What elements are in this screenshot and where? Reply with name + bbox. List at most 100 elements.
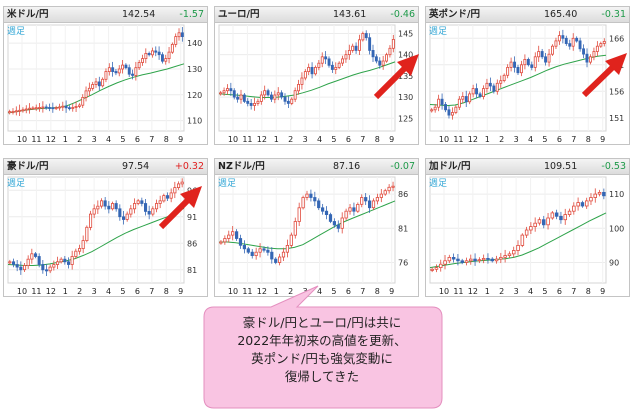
candle — [37, 256, 41, 265]
candle — [567, 210, 572, 216]
candle — [430, 109, 434, 112]
candle — [254, 251, 258, 256]
candle — [41, 264, 45, 271]
price-change: -0.46 — [390, 9, 415, 20]
candle — [580, 202, 585, 207]
candle — [232, 90, 236, 98]
x-tick-label: 11 — [242, 135, 252, 144]
candle — [127, 67, 131, 75]
x-tick-label: 12 — [468, 287, 478, 296]
candle — [8, 111, 12, 114]
x-tick-label: 5 — [542, 135, 547, 144]
y-tick-label: 96 — [187, 186, 197, 195]
pair-name: 豪ドル/円 — [7, 161, 49, 172]
last-price: 165.40 — [544, 9, 578, 20]
candle — [464, 96, 468, 103]
candle — [281, 251, 286, 258]
candle — [45, 269, 49, 272]
candle — [219, 92, 223, 95]
x-tick-label: 1 — [63, 135, 68, 144]
candle — [495, 82, 499, 92]
candle — [70, 256, 74, 265]
x-tick-label: 1 — [63, 287, 68, 296]
candle — [266, 90, 270, 96]
x-tick-label: 10 — [17, 287, 27, 296]
x-tick-label: 8 — [375, 135, 380, 144]
candle — [520, 234, 525, 246]
candle — [236, 96, 240, 100]
period-label: 週足 — [7, 27, 26, 37]
candle — [593, 193, 597, 198]
candle — [117, 68, 121, 74]
candle — [471, 88, 475, 95]
candle — [44, 106, 48, 109]
x-tick-label: 5 — [331, 287, 336, 296]
candle — [78, 104, 81, 107]
moving-average-line — [218, 61, 396, 98]
candle — [461, 96, 465, 100]
candle — [283, 96, 287, 102]
candle — [327, 58, 331, 66]
x-tick-label: 10 — [17, 135, 27, 144]
candle — [563, 214, 567, 221]
chart-panel-eurjpy: ユーロ/円 143.61 -0.46 125 130 135 140 145 10 11 12… — [214, 6, 419, 145]
candle — [430, 268, 434, 271]
candle — [118, 208, 122, 218]
candle — [38, 107, 41, 109]
candle — [360, 197, 364, 205]
y-tick-label: 151 — [609, 114, 624, 123]
candle — [150, 50, 154, 56]
candle — [559, 215, 563, 221]
y-tick-label: 86 — [187, 239, 197, 248]
candle — [167, 51, 171, 60]
candle — [385, 54, 388, 62]
candle — [137, 62, 141, 69]
x-tick-label: 7 — [571, 287, 576, 296]
candle — [58, 106, 61, 109]
x-tick-label: 4 — [106, 135, 111, 144]
candle — [433, 106, 437, 111]
candle — [176, 183, 181, 188]
y-tick-label: 166 — [609, 34, 624, 43]
x-tick-label: 4 — [528, 135, 533, 144]
candle — [340, 217, 344, 229]
candle — [140, 200, 144, 204]
x-tick-label: 10 — [228, 135, 238, 144]
candle — [544, 56, 547, 63]
candle — [391, 185, 395, 188]
x-tick-label: 3 — [514, 287, 519, 296]
panel-header: 加ドル/円 109.51 -0.53 — [426, 159, 629, 175]
price-change: -0.31 — [601, 9, 626, 20]
candle — [81, 97, 85, 106]
candle — [154, 203, 159, 210]
plot-area — [429, 176, 607, 284]
candle — [443, 260, 447, 265]
candle — [114, 203, 118, 210]
candle — [122, 216, 126, 220]
x-tick-label: 2 — [288, 287, 293, 296]
x-tick-label: 6 — [346, 135, 351, 144]
x-tick-label: 3 — [303, 135, 308, 144]
candle — [602, 191, 606, 197]
x-tick-label: 1 — [485, 135, 490, 144]
candle — [516, 67, 520, 74]
candle — [104, 71, 108, 80]
plot-area — [7, 24, 185, 132]
candle — [107, 67, 111, 73]
candle — [8, 261, 12, 264]
x-tick-label: 10 — [228, 287, 238, 296]
candle — [368, 37, 372, 51]
y-tick-label: 120 — [187, 91, 202, 100]
candle — [143, 203, 148, 212]
candle — [170, 43, 174, 53]
x-tick-label: 9 — [600, 135, 605, 144]
candle — [332, 221, 336, 226]
candle — [103, 200, 107, 207]
candle — [526, 59, 530, 66]
x-tick-label: 11 — [31, 135, 41, 144]
callout-line: 英ポンド/円も強気変動に — [251, 351, 393, 366]
candle — [278, 256, 282, 263]
candle — [67, 261, 71, 265]
y-tick-label: 125 — [398, 114, 413, 123]
